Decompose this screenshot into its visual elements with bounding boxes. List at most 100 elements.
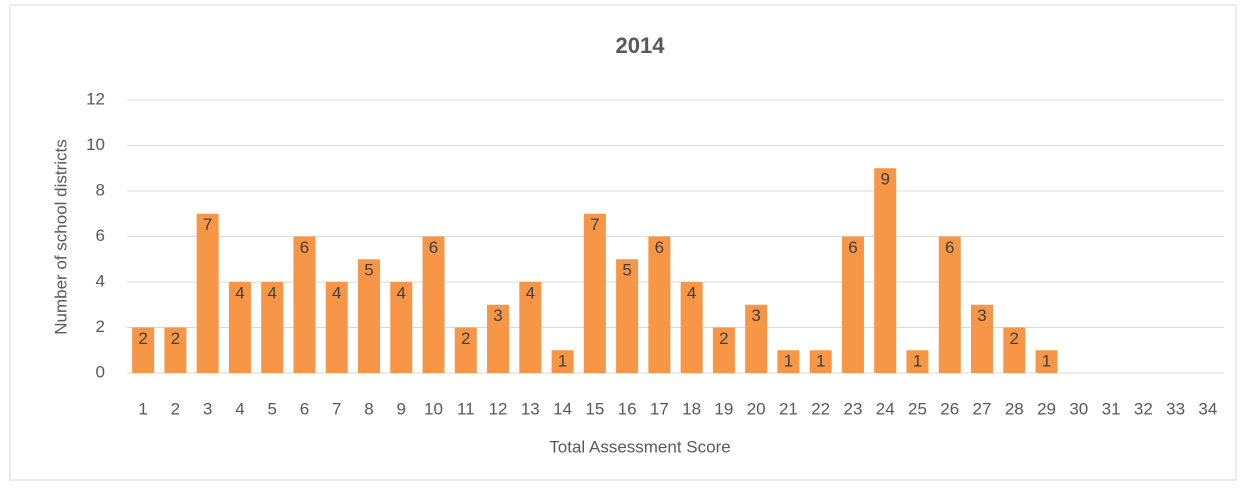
x-tick-label: 1: [138, 399, 147, 418]
bar: [583, 213, 606, 373]
x-tick-label: 22: [811, 399, 830, 418]
bar: [390, 282, 413, 373]
x-tick-label: 2: [171, 399, 180, 418]
x-tick-label: 20: [747, 399, 766, 418]
x-tick-label: 27: [973, 399, 992, 418]
x-tick-label: 16: [618, 399, 637, 418]
bar: [164, 327, 187, 373]
data-label: 4: [332, 283, 341, 302]
data-label: 2: [719, 329, 728, 348]
data-label: 2: [138, 329, 147, 348]
x-tick-label: 25: [908, 399, 927, 418]
data-label: 4: [235, 283, 244, 302]
x-tick-label: 24: [876, 399, 895, 418]
x-tick-label: 26: [940, 399, 959, 418]
data-label: 3: [493, 306, 502, 325]
bar: [293, 236, 316, 373]
x-tick-label: 9: [397, 399, 406, 418]
bar: [616, 259, 639, 373]
x-tick-label: 4: [235, 399, 244, 418]
data-label: 6: [945, 238, 954, 257]
data-label: 1: [816, 352, 825, 371]
x-tick-label: 5: [267, 399, 276, 418]
bar: [874, 168, 897, 373]
data-label: 6: [429, 238, 438, 257]
data-label: 2: [461, 329, 470, 348]
bar: [487, 304, 510, 373]
data-label: 2: [171, 329, 180, 348]
bar: [454, 327, 477, 373]
data-label: 4: [526, 283, 535, 302]
bar: [680, 282, 703, 373]
bar: [228, 282, 251, 373]
chart-title: 2014: [616, 33, 666, 58]
y-tick-label: 4: [96, 271, 105, 290]
x-tick-label: 15: [585, 399, 604, 418]
bar: [519, 282, 542, 373]
data-label: 7: [203, 215, 212, 234]
data-label: 4: [397, 283, 406, 302]
y-tick-label: 12: [86, 89, 105, 108]
x-tick-label: 13: [521, 399, 540, 418]
bar: [971, 304, 994, 373]
x-tick-label: 14: [553, 399, 572, 418]
data-label: 6: [848, 238, 857, 257]
y-tick-label: 8: [96, 180, 105, 199]
bar: [648, 236, 671, 373]
x-tick-label: 12: [489, 399, 508, 418]
x-tick-label: 30: [1069, 399, 1088, 418]
x-tick-label: 21: [779, 399, 798, 418]
x-tick-label: 10: [424, 399, 443, 418]
x-tick-label: 28: [1005, 399, 1024, 418]
data-label: 6: [655, 238, 664, 257]
data-label: 9: [880, 170, 889, 189]
data-label: 2: [1010, 329, 1019, 348]
bar: [938, 236, 961, 373]
data-label: 5: [364, 261, 373, 280]
data-label: 4: [267, 283, 276, 302]
bar: [906, 350, 929, 373]
data-label: 3: [977, 306, 986, 325]
bar: [745, 304, 768, 373]
data-label: 1: [558, 352, 567, 371]
x-tick-label: 19: [714, 399, 733, 418]
data-label: 1: [784, 352, 793, 371]
data-label: 7: [590, 215, 599, 234]
x-tick-label: 18: [682, 399, 701, 418]
bar: [841, 236, 864, 373]
x-tick-label: 8: [364, 399, 373, 418]
bar: [809, 350, 832, 373]
bar: [132, 327, 155, 373]
bar: [422, 236, 445, 373]
x-tick-label: 6: [300, 399, 309, 418]
data-label: 5: [622, 261, 631, 280]
bar: [196, 213, 219, 373]
y-tick-label: 2: [96, 317, 105, 336]
y-tick-label: 10: [86, 135, 105, 154]
y-tick-label: 0: [96, 362, 105, 381]
x-tick-label: 3: [203, 399, 212, 418]
x-tick-label: 29: [1037, 399, 1056, 418]
data-label: 1: [1042, 352, 1051, 371]
x-tick-label: 32: [1134, 399, 1153, 418]
data-label: 4: [687, 283, 696, 302]
x-tick-label: 33: [1166, 399, 1185, 418]
data-label: 3: [751, 306, 760, 325]
data-label: 1: [913, 352, 922, 371]
x-axis-title: Total Assessment Score: [549, 437, 730, 456]
x-tick-label: 7: [332, 399, 341, 418]
x-tick-label: 31: [1102, 399, 1121, 418]
bar: [261, 282, 284, 373]
y-tick-label: 6: [96, 226, 105, 245]
bar: [357, 259, 380, 373]
x-tick-label: 11: [457, 399, 475, 418]
data-label: 6: [300, 238, 309, 257]
bar: [551, 350, 574, 373]
bar: [777, 350, 800, 373]
y-axis-title: Number of school districts: [51, 139, 70, 335]
bar: [712, 327, 735, 373]
x-tick-label: 23: [843, 399, 862, 418]
bar: [325, 282, 348, 373]
